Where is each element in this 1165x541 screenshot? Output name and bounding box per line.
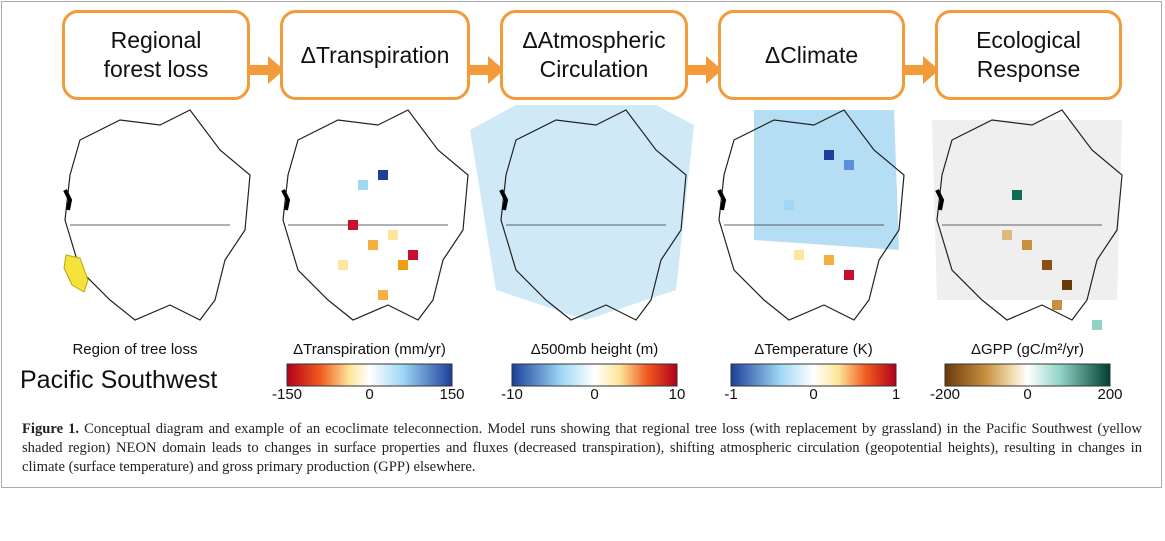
map-shape <box>1092 320 1102 330</box>
map-shape <box>348 220 358 230</box>
flow-box: ΔAtmospheric Circulation <box>500 10 688 100</box>
flow-box: ΔTranspiration <box>280 10 470 100</box>
region-name: Pacific Southwest <box>20 366 218 394</box>
map-shape <box>368 240 378 250</box>
caption-text: Conceptual diagram and example of an eco… <box>22 421 1143 475</box>
map-shape <box>1052 300 1062 310</box>
map-shape <box>824 150 834 160</box>
colorbar-tick: 200 <box>1097 386 1123 403</box>
flow-box: ΔClimate <box>718 10 905 100</box>
map-shape <box>1022 240 1032 250</box>
colorbar-tick: 10 <box>668 386 686 403</box>
colorbar-tick: 0 <box>590 386 599 403</box>
map-shape <box>63 254 89 293</box>
map-shape <box>794 250 804 260</box>
map-shape <box>470 105 694 320</box>
map-shape <box>398 260 408 270</box>
colorbar-tick: -150 <box>271 386 303 403</box>
colorbar <box>730 363 897 387</box>
colorbar-tick: 0 <box>365 386 374 403</box>
map-shape <box>754 110 899 250</box>
colorbar-tick: 1 <box>891 386 901 403</box>
map-shape <box>784 200 794 210</box>
map-shape <box>717 189 727 211</box>
map-shape <box>408 250 418 260</box>
colorbar-tick: 0 <box>809 386 818 403</box>
map-shape <box>844 270 854 280</box>
map-shape <box>378 170 388 180</box>
caption: Figure 1. Conceptual diagram and example… <box>22 420 1142 477</box>
colorbar-tick: -10 <box>501 386 523 403</box>
colorbar <box>944 363 1111 387</box>
caption-label: Figure 1. <box>22 421 80 437</box>
colorbar-tick: -200 <box>929 386 961 403</box>
colorbar <box>286 363 453 387</box>
map-shape <box>1062 280 1072 290</box>
map-shape <box>378 290 388 300</box>
colorbar-tick: 0 <box>1023 386 1032 403</box>
flow-box: Ecological Response <box>935 10 1122 100</box>
colorbar-title: ΔTemperature (K) <box>754 341 873 358</box>
map-shape <box>388 230 398 240</box>
colorbar-tick: 150 <box>439 386 465 403</box>
map-shape <box>281 189 291 211</box>
map-shape <box>936 109 1123 321</box>
colorbar-title: ΔTranspiration (mm/yr) <box>293 341 446 358</box>
map-shape <box>824 255 834 265</box>
map-shape <box>1042 260 1052 270</box>
map-shape <box>282 109 469 321</box>
flow-box: Regional forest loss <box>62 10 250 100</box>
map-shape <box>1012 190 1022 200</box>
map-shape <box>500 109 687 321</box>
map-shape <box>64 109 251 321</box>
colorbar-title: Region of tree loss <box>72 341 198 358</box>
map-shape <box>935 189 945 211</box>
colorbar-title: Δ500mb height (m) <box>530 341 659 358</box>
map-shape <box>1002 230 1012 240</box>
frame <box>1 1 1162 488</box>
maps <box>63 105 1123 330</box>
map-shape <box>63 189 73 211</box>
map-shape <box>718 109 905 321</box>
colorbar <box>511 363 678 387</box>
map-shape <box>358 180 368 190</box>
map-shape <box>932 120 1122 300</box>
map-shape <box>338 260 348 270</box>
map-shape <box>844 160 854 170</box>
map-shape <box>499 189 509 211</box>
colorbar-title: ΔGPP (gC/m²/yr) <box>970 341 1085 358</box>
arrows <box>250 56 939 84</box>
colorbar-tick: -1 <box>724 386 738 403</box>
